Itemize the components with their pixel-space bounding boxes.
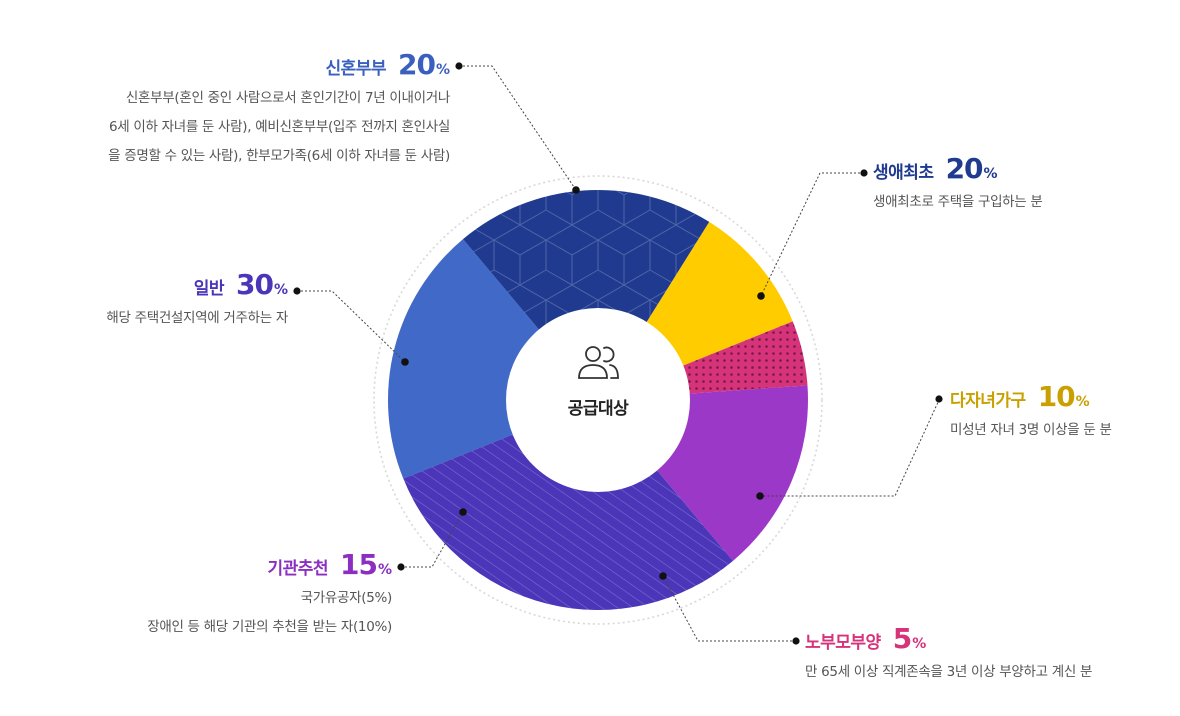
slice-description-elderly-care: 만 65세 이상 직계존속을 3년 이상 부양하고 계신 분 (805, 658, 1175, 687)
leader-line-newlywed (459, 65, 577, 191)
leader-dot-elderly-care (792, 637, 800, 645)
description-line: 장애인 등 해당 기관의 추천을 받는 자(10%) (147, 619, 392, 635)
slice-dot-first-home (757, 292, 765, 300)
slice-value-institution: 15 (340, 548, 378, 581)
slice-name-multi-child: 다자녀가구 (950, 391, 1026, 411)
slice-value-newlywed: 20 (398, 48, 436, 81)
slice-description-multi-child: 미성년 자녀 3명 이상을 둔 분 (950, 416, 1180, 445)
label-newlywed: 신혼부부 20% 신혼부부(혼인 중인 사람으로서 혼인기간이 7년 이내이거나 6세… (30, 48, 450, 171)
description-line: 신혼부부(혼인 중인 사람으로서 혼인기간이 7년 이내이거나 (125, 90, 450, 106)
slice-dot-institution (459, 508, 467, 516)
center-disc (506, 308, 690, 492)
slice-description-general: 해당 주택건설지역에 거주하는 자 (60, 304, 288, 333)
label-elderly-care: 노부모부양 5% 만 65세 이상 직계존속을 3년 이상 부양하고 계신 분 (805, 622, 1175, 687)
leader-dot-first-home (860, 169, 868, 177)
users-icon (578, 346, 619, 379)
percent-sign: % (912, 636, 927, 652)
label-first-home: 생애최초 20% 생애최초로 주택을 구입하는 분 (873, 152, 1173, 217)
percent-sign: % (1075, 394, 1090, 410)
leader-line-institution (401, 511, 464, 568)
outer-dotted-ring (373, 175, 823, 625)
slice-name-institution: 기관추천 (267, 559, 328, 579)
percent-sign: % (435, 62, 450, 78)
slice-dot-general (401, 358, 409, 366)
description-line: 미성년 자녀 3명 이상을 둔 분 (950, 422, 1112, 438)
slice-description-first-home: 생애최초로 주택을 구입하는 분 (873, 188, 1173, 217)
leader-line-elderly-care (662, 575, 796, 642)
percent-sign: % (273, 282, 288, 298)
percent-sign: % (377, 562, 392, 578)
label-head-multi-child: 다자녀가구 10% (950, 380, 1180, 413)
leader-dot-newlywed (455, 62, 463, 70)
description-line: 해당 주택건설지역에 거주하는 자 (106, 310, 288, 326)
slice-value-first-home: 20 (945, 152, 984, 185)
description-line: 6세 이하 자녀를 둔 사람), 예비신혼부부(입주 전까지 혼인사실 (108, 119, 450, 135)
slice-name-general: 일반 (193, 279, 225, 299)
label-general: 일반 30% 해당 주택건설지역에 거주하는 자 (60, 268, 288, 333)
description-line: 을 증명할 수 있는 사람), 한부모가족(6세 이하 자녀를 둔 사람) (108, 148, 450, 164)
leader-dot-general (293, 287, 301, 295)
description-line: 생애최초로 주택을 구입하는 분 (873, 194, 1043, 210)
label-head-elderly-care: 노부모부양 5% (805, 622, 1175, 655)
leader-line-first-home (760, 172, 864, 297)
slice-name-newlywed: 신혼부부 (325, 59, 386, 79)
slice-value-general: 30 (236, 268, 274, 301)
pie-slice-pattern-general (403, 400, 733, 610)
label-institution: 기관추천 15% 국가유공자(5%) 장애인 등 해당 기관의 추천을 받는 자(10… (60, 548, 392, 642)
leader-line-general (297, 290, 406, 363)
leader-dot-institution (397, 563, 405, 571)
percent-sign: % (983, 166, 998, 182)
description-line: 만 65세 이상 직계존속을 3년 이상 부양하고 계신 분 (805, 664, 1093, 680)
slice-dot-multi-child (756, 492, 764, 500)
label-head-institution: 기관추천 15% (60, 548, 392, 581)
slice-name-elderly-care: 노부모부양 (805, 633, 881, 653)
description-line: 국가유공자(5%) (300, 590, 393, 606)
slice-description-newlywed: 신혼부부(혼인 중인 사람으로서 혼인기간이 7년 이내이거나 6세 이하 자녀를… (30, 84, 450, 171)
center-label: 공급대상 (567, 399, 629, 419)
label-multi-child: 다자녀가구 10% 미성년 자녀 3명 이상을 둔 분 (950, 380, 1180, 445)
slice-value-elderly-care: 5 (892, 622, 913, 655)
slice-name-first-home: 생애최초 (873, 163, 934, 183)
leader-dot-multi-child (935, 395, 943, 403)
slice-dot-elderly-care (659, 572, 667, 580)
pie-slice-pattern-first-home (463, 190, 710, 400)
slice-description-institution: 국가유공자(5%) 장애인 등 해당 기관의 추천을 받는 자(10%) (60, 584, 392, 642)
label-head-newlywed: 신혼부부 20% (30, 48, 450, 81)
slice-dot-newlywed (572, 186, 580, 194)
slice-value-multi-child: 10 (1037, 380, 1076, 413)
label-head-first-home: 생애최초 20% (873, 152, 1173, 185)
label-head-general: 일반 30% (60, 268, 288, 301)
